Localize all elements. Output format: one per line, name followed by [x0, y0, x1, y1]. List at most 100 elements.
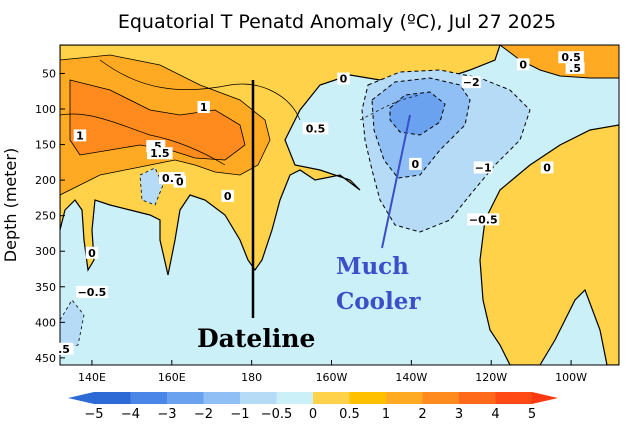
x-tick-label: 160W	[316, 371, 348, 384]
colorbar	[68, 392, 558, 404]
colorbar-tick-label: 5	[528, 407, 536, 422]
contour-label: 0.5	[306, 122, 326, 135]
x-tick-label: 160E	[158, 371, 186, 384]
contour-label: 0	[88, 247, 96, 260]
contour-label: 0	[340, 73, 348, 86]
y-tick-label: 200	[35, 174, 56, 187]
colorbar-swatch	[349, 392, 387, 404]
y-axis-label: Depth (meter)	[1, 148, 20, 262]
x-tick-label: 140E	[78, 371, 106, 384]
contour-label: .5	[150, 140, 162, 153]
colorbar-swatch	[495, 392, 533, 404]
colorbar-tick-label: 4	[491, 407, 499, 422]
colorbar-tick-label: −0.5	[261, 407, 293, 422]
colorbar-swatch	[167, 392, 204, 404]
colorbar-swatch	[276, 392, 314, 404]
y-tick-label: 400	[35, 316, 56, 329]
annotation-dateline: Dateline	[197, 324, 315, 353]
contour-label-bg	[221, 189, 234, 202]
contour-line-c	[359, 94, 421, 121]
colorbar-tick-label: 0	[309, 407, 317, 422]
colorbar-tick-label: −4	[121, 407, 140, 422]
warm-region-peak	[69, 79, 246, 161]
plot-frame	[59, 44, 620, 366]
colorbar-labels: −5 −4 −3 −2 −1 −0.5 0 0.5 1 2 3 4 5	[84, 407, 536, 422]
contour-label: 0	[412, 158, 420, 171]
contour-line-a	[99, 59, 301, 121]
y-tick-label: 150	[35, 139, 56, 152]
colorbar-tick-label: 2	[418, 407, 426, 422]
colorbar-tick-label: −2	[194, 407, 213, 422]
contour-label-bg	[337, 72, 350, 85]
y-tick-label: 450	[35, 352, 56, 365]
cool-pocket-deep	[60, 299, 85, 353]
y-tick-label: 350	[35, 281, 56, 294]
cool-eddy-west	[139, 167, 164, 206]
colorbar-tick-label: −1	[230, 407, 249, 422]
contour-label: 1	[76, 129, 84, 142]
contour-label: 1.5	[150, 147, 170, 160]
colorbar-arrow-left	[68, 392, 94, 404]
colorbar-swatch	[94, 392, 131, 404]
colorbar-tick-label: −5	[84, 407, 103, 422]
contour-label-bg	[75, 285, 108, 298]
contour-label-bg	[302, 122, 329, 135]
y-axis-ticks: 50 100 150 200 250 300 350 400 450	[35, 67, 65, 365]
x-tick-label: 100W	[555, 371, 587, 384]
contour-label: 0	[519, 58, 527, 71]
contour-label-bg	[558, 51, 584, 64]
contour-label-bg	[565, 61, 585, 74]
contour-label: −0.5	[78, 286, 107, 299]
contour-label: 0	[543, 161, 551, 174]
y-tick-label: 50	[42, 67, 56, 80]
contour-label: −0.5	[469, 213, 498, 226]
annotation-cooler: Cooler	[336, 288, 421, 315]
colorbar-swatch	[459, 392, 496, 404]
colorbar-swatch	[313, 392, 350, 404]
contour-label-bg	[85, 246, 99, 259]
y-tick-label: 300	[35, 245, 56, 258]
x-tick-label: 180	[241, 371, 262, 384]
colorbar-swatch	[422, 392, 460, 404]
contour-label-bg	[173, 175, 187, 188]
colorbar-swatch	[240, 392, 277, 404]
cool-annotation-arrow	[381, 114, 411, 249]
annotation-much: Much	[336, 253, 409, 280]
colorbar-swatch	[386, 392, 423, 404]
contour-label-bg	[467, 213, 500, 226]
x-axis-ticks: 140E 160E 180 160W 140W 120W 100W	[78, 360, 587, 384]
colorbar-arrow-right	[532, 392, 558, 404]
contour-label: 0.5	[561, 51, 581, 64]
chart-title: Equatorial T Penatd Anomaly (ºC), Jul 27…	[118, 11, 556, 33]
contour-label: −2	[463, 76, 480, 89]
plot-area	[60, 45, 619, 365]
x-tick-label: 120W	[475, 371, 507, 384]
contour-label: 0	[176, 176, 184, 189]
contour-label-bg	[409, 157, 422, 170]
colorbar-swatch	[203, 392, 241, 404]
contour-line-b	[60, 113, 226, 166]
contour-label: 0	[224, 190, 232, 203]
contour-label-bg	[473, 161, 493, 174]
contour-label-bg	[516, 58, 530, 71]
x-tick-label: 140W	[395, 371, 427, 384]
contour-label: .5	[58, 343, 70, 356]
warm-region-east	[479, 124, 619, 365]
colorbar-tick-label: 3	[455, 407, 463, 422]
y-tick-label: 250	[35, 210, 56, 223]
cool-region-core	[389, 91, 446, 136]
contour-label-bg	[147, 147, 173, 160]
colorbar-tick-label: 0.5	[339, 407, 360, 422]
contour-label-bg	[73, 129, 87, 142]
contour-label-bg	[197, 101, 210, 113]
contour-label-bg	[461, 76, 481, 89]
contour-label: 1	[200, 101, 208, 114]
contour-label-bg	[540, 161, 554, 174]
contour-label: .5	[569, 62, 581, 75]
contour-label-bg	[54, 342, 74, 355]
colorbar-tick-label: −3	[157, 407, 176, 422]
colorbar-tick-label: 1	[382, 407, 390, 422]
y-tick-label: 100	[35, 103, 56, 116]
